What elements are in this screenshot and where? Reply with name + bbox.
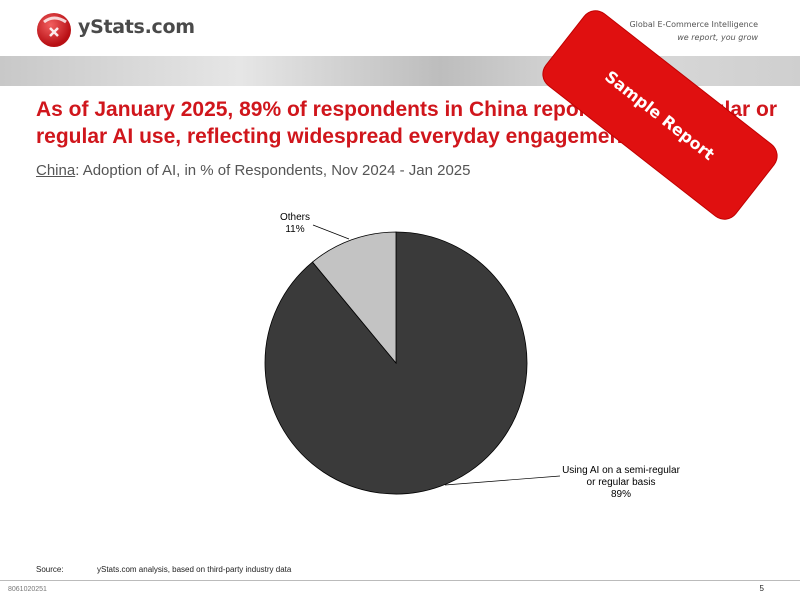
report-id: 8061020251: [8, 586, 47, 593]
source-label: Source:: [36, 565, 64, 574]
ai-users-label-value: 89%: [611, 489, 631, 500]
logo-globe-icon: [37, 13, 71, 47]
others-leader-line: [312, 224, 350, 240]
tagline-line1: Global E-Commerce Intelligence: [629, 20, 758, 29]
source-note: Source: yStats.com analysis, based on th…: [36, 565, 291, 574]
page-number: 5: [759, 584, 764, 593]
chart-subtitle: China: Adoption of AI, in % of Responden…: [36, 162, 470, 179]
ai-users-leader-line: [444, 475, 561, 486]
pie-slice-others: [311, 231, 397, 365]
subtitle-text: : Adoption of AI, in % of Respondents, N…: [75, 162, 471, 179]
logo-text: yStats.com: [78, 16, 195, 38]
logo: [32, 10, 192, 50]
ai-users-label-line1: Using AI on a semi-regular: [562, 465, 681, 476]
footer-divider: [0, 580, 800, 581]
others-label-name: Others: [280, 212, 310, 223]
subtitle-country: China: [36, 162, 76, 179]
tagline-line2: we report, you grow: [677, 33, 758, 42]
source-text: yStats.com analysis, based on third-part…: [97, 565, 292, 574]
others-label-value: 11%: [285, 224, 304, 235]
ai-users-label-line2: or regular basis: [587, 477, 656, 488]
pie-slices: [264, 231, 528, 495]
tagline: Global E-Commerce Intelligence we report…: [629, 18, 758, 44]
